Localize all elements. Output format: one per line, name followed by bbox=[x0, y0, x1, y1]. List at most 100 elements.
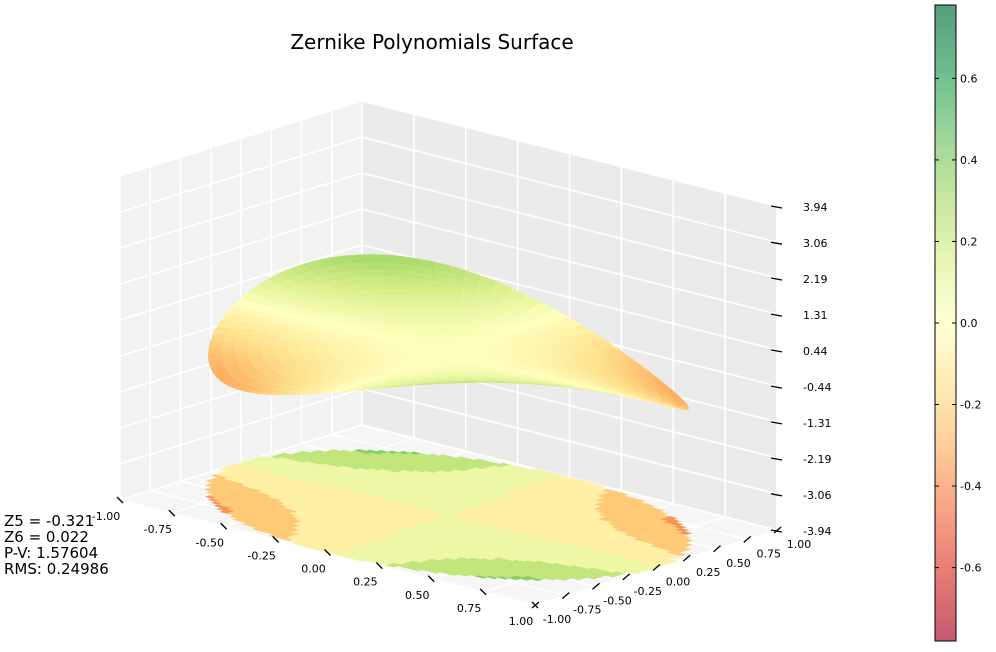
surface-facet bbox=[341, 348, 357, 352]
colorbar-tick-label: 0.0 bbox=[960, 317, 978, 330]
z-tick-label: 2.19 bbox=[803, 273, 828, 286]
surface-facet bbox=[645, 374, 665, 384]
surface-facet bbox=[248, 344, 263, 351]
surface-facet bbox=[248, 339, 264, 346]
contour-cell bbox=[615, 492, 629, 497]
grid-line-z bbox=[119, 136, 778, 243]
contour-cell bbox=[632, 498, 646, 503]
z-tick-mark bbox=[770, 205, 783, 209]
grid-line-z bbox=[119, 244, 778, 351]
z-tick-label: 3.94 bbox=[803, 201, 828, 214]
z-tick-mark bbox=[770, 349, 783, 353]
surface-facet bbox=[236, 334, 253, 341]
y-tick-label: 0.00 bbox=[666, 576, 691, 589]
y-tick-label: 1.00 bbox=[787, 538, 812, 551]
y-tick-label: 0.75 bbox=[757, 547, 782, 560]
surface-facet bbox=[354, 348, 370, 351]
contour-cell bbox=[651, 508, 666, 513]
x-tick-mark bbox=[272, 535, 280, 543]
z-tick-mark bbox=[770, 241, 783, 245]
x-tick-mark bbox=[220, 522, 228, 530]
z6-coefficient: Z6 = 0.022 bbox=[4, 528, 89, 546]
z-tick-mark bbox=[770, 493, 783, 497]
axes-ticks: -1.00-0.75-0.50-0.250.000.250.500.751.00… bbox=[92, 201, 832, 628]
chart-title: Zernike Polynomials Surface bbox=[290, 30, 574, 54]
surface-facet bbox=[235, 339, 251, 347]
surface-facet bbox=[208, 340, 225, 349]
contour-cell bbox=[679, 531, 693, 535]
rms-value: RMS: 0.24986 bbox=[4, 560, 109, 578]
contour-cell bbox=[664, 516, 678, 520]
y-tick-label: -1.00 bbox=[543, 613, 571, 626]
contour-cell bbox=[677, 535, 692, 540]
z-tick-mark bbox=[770, 313, 783, 317]
y-tick-label: 0.50 bbox=[726, 557, 751, 570]
y-tick-mark bbox=[743, 535, 752, 543]
x-tick-mark bbox=[168, 509, 176, 517]
surface-facet bbox=[314, 346, 329, 351]
x-tick-label: 0.75 bbox=[457, 602, 482, 615]
y-tick-mark bbox=[652, 564, 661, 571]
contour-cell bbox=[676, 528, 690, 532]
contour-cell bbox=[680, 538, 695, 543]
z5-coefficient: Z5 = -0.321 bbox=[4, 512, 95, 530]
y-tick-mark bbox=[561, 592, 570, 600]
x-tick-label: 1.00 bbox=[509, 615, 534, 628]
y-tick-mark bbox=[682, 554, 691, 562]
x-tick-label: 0.00 bbox=[301, 563, 326, 576]
surface-facet bbox=[459, 351, 473, 353]
surface-facet bbox=[301, 343, 316, 348]
y-tick-label: -0.75 bbox=[573, 604, 601, 617]
peak-to-valley: P-V: 1.57604 bbox=[4, 544, 99, 562]
x-tick-label: 0.25 bbox=[353, 576, 378, 589]
z-tick-label: -1.31 bbox=[803, 417, 831, 430]
y-tick-mark bbox=[713, 545, 721, 553]
grid-line-z bbox=[119, 172, 778, 279]
surface-facet bbox=[263, 334, 279, 341]
surface-facet bbox=[469, 351, 484, 354]
z-tick-label: 1.31 bbox=[803, 309, 828, 322]
x-tick-label: -0.75 bbox=[144, 523, 172, 536]
surface-facet bbox=[301, 346, 316, 351]
z-tick-label: -3.94 bbox=[803, 525, 831, 538]
grid-line-z bbox=[119, 424, 778, 531]
colorbar-tick-label: -0.6 bbox=[960, 562, 981, 575]
colorbar-tick-label: -0.2 bbox=[960, 399, 981, 412]
surface-facet bbox=[261, 339, 277, 346]
surface-facet bbox=[275, 339, 291, 345]
z-tick-mark bbox=[770, 457, 783, 461]
contour-cell bbox=[678, 546, 692, 551]
surface-facet bbox=[288, 340, 304, 345]
x-tick-mark bbox=[375, 562, 383, 570]
y-tick-mark bbox=[592, 582, 600, 590]
surface-facet bbox=[314, 343, 329, 348]
x-tick-mark bbox=[479, 588, 487, 596]
z-tick-mark bbox=[770, 385, 783, 389]
contour-cell bbox=[667, 519, 681, 523]
contour-cell bbox=[591, 484, 606, 488]
x-tick-mark bbox=[116, 496, 124, 504]
surface-facet bbox=[261, 344, 276, 350]
y-tick-label: -0.25 bbox=[634, 585, 662, 598]
surface-mesh bbox=[208, 254, 690, 411]
x-tick-label: -1.00 bbox=[92, 510, 120, 523]
surface-facet bbox=[249, 334, 266, 341]
x-tick-label: -0.25 bbox=[247, 549, 275, 562]
y-tick-mark bbox=[622, 573, 631, 581]
colorbar-tick-label: -0.4 bbox=[960, 480, 981, 493]
contour-cell bbox=[673, 525, 687, 529]
z-tick-mark bbox=[770, 529, 783, 533]
contour-cell bbox=[642, 503, 656, 508]
y-tick-label: 0.25 bbox=[696, 566, 721, 579]
grid-line-z bbox=[119, 208, 778, 315]
stats-panel: Z5 = -0.321 Z6 = 0.022 P-V: 1.57604 RMS:… bbox=[4, 513, 109, 577]
y-tick-mark bbox=[531, 601, 540, 609]
surface-facet bbox=[274, 343, 290, 349]
surface-facet bbox=[221, 340, 238, 348]
contour-cell bbox=[654, 511, 668, 516]
x-tick-mark bbox=[427, 575, 435, 583]
grid-line-z bbox=[119, 100, 778, 207]
x-tick-label: -0.50 bbox=[196, 536, 224, 549]
z-tick-label: 0.44 bbox=[803, 345, 828, 358]
